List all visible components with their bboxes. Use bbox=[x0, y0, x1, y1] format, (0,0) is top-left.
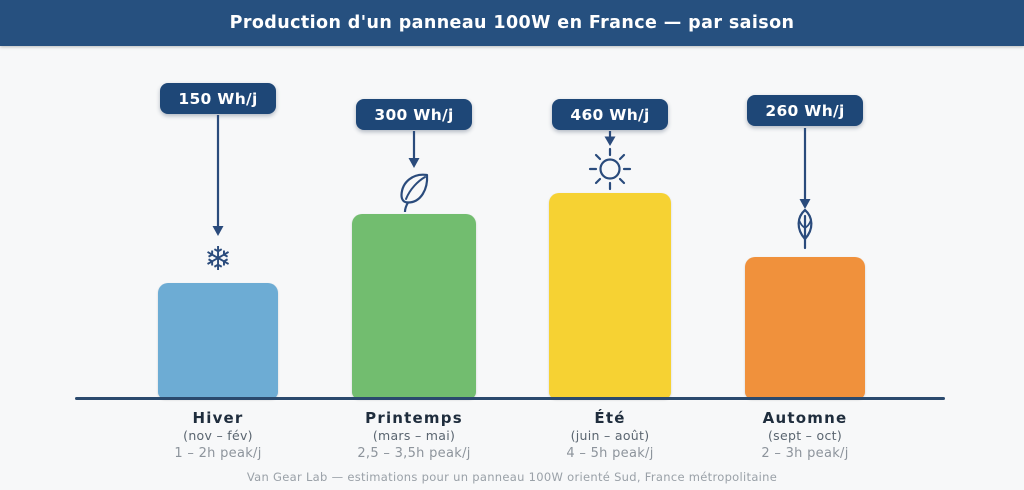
season-column-printemps: 300 Wh/j Printemps (mars – mai) 2,5 – 3,… bbox=[344, 0, 484, 490]
value-badge-automne: 260 Wh/j bbox=[747, 95, 863, 126]
peak-hours-label-hiver: 1 – 2h peak/j bbox=[174, 446, 262, 461]
months-label-printemps: (mars – mai) bbox=[372, 428, 456, 443]
value-badge-ete: 460 Wh/j bbox=[552, 99, 668, 130]
months-label-automne: (sept – oct) bbox=[767, 428, 843, 443]
leaf-icon bbox=[400, 173, 429, 212]
chart-title: Production d'un panneau 100W en France —… bbox=[229, 13, 795, 33]
down-arrow-icon bbox=[604, 131, 616, 146]
peak-hours-label-printemps: 2,5 – 3,5h peak/j bbox=[357, 446, 471, 461]
season-column-automne: 260 Wh/j Automne (sept – oct) 2 – 3h pea… bbox=[735, 0, 875, 490]
season-label-automne: Automne bbox=[762, 409, 848, 427]
footer-note: Van Gear Lab — estimations pour un panne… bbox=[246, 470, 778, 484]
season-label-ete: Été bbox=[594, 409, 626, 427]
down-arrow-icon bbox=[212, 115, 224, 236]
bar-ete bbox=[549, 193, 671, 399]
value-badge-printemps: 300 Wh/j bbox=[356, 99, 472, 130]
down-arrow-icon bbox=[799, 128, 811, 209]
months-label-hiver: (nov – fév) bbox=[183, 428, 253, 443]
title-bar: Production d'un panneau 100W en France —… bbox=[0, 0, 1024, 46]
season-label-printemps: Printemps bbox=[365, 409, 463, 427]
season-column-hiver: 150 Wh/j ❄ Hiver (nov – fév) 1 – 2h peak… bbox=[148, 0, 288, 490]
sun-icon bbox=[588, 147, 632, 191]
season-label-hiver: Hiver bbox=[192, 409, 244, 427]
peak-hours-label-ete: 4 – 5h peak/j bbox=[566, 446, 654, 461]
peak-hours-label-automne: 2 – 3h peak/j bbox=[761, 446, 849, 461]
x-axis-line bbox=[75, 397, 945, 400]
months-label-ete: (juin – août) bbox=[570, 428, 650, 443]
bar-automne bbox=[745, 257, 865, 399]
season-column-ete: 460 Wh/j Été (juin – août) 4 – 5h peak/j bbox=[540, 0, 680, 490]
sprout-leaf-icon bbox=[797, 208, 813, 250]
bar-printemps bbox=[352, 214, 476, 399]
snowflake-icon: ❄ bbox=[204, 239, 232, 278]
bar-hiver bbox=[158, 283, 278, 399]
down-arrow-icon bbox=[408, 131, 420, 168]
value-badge-hiver: 150 Wh/j bbox=[160, 83, 276, 114]
